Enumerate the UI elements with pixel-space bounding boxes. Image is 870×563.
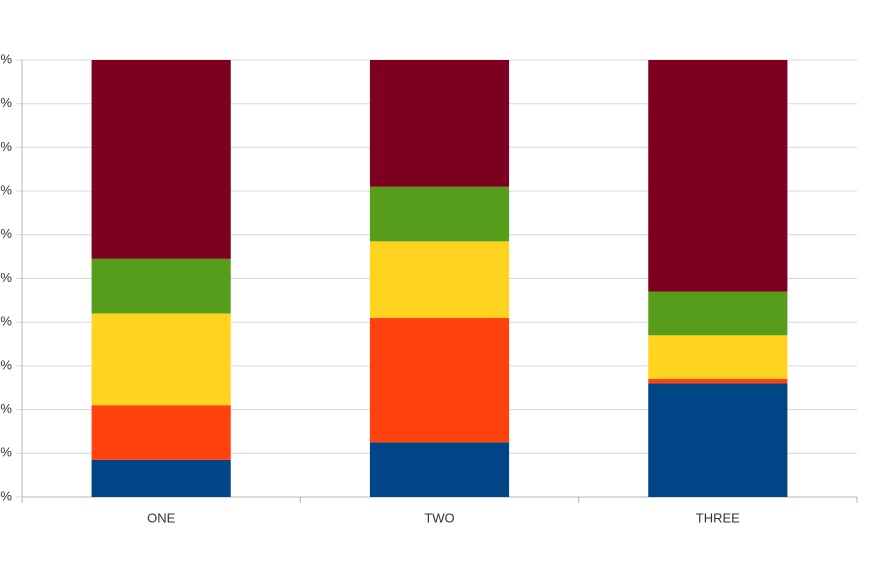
y-tick-label: 100% bbox=[0, 51, 12, 66]
bar-segment bbox=[648, 60, 788, 292]
bar-segment bbox=[369, 60, 510, 187]
bar-segment bbox=[91, 313, 231, 406]
bar-segment bbox=[648, 379, 788, 384]
x-tick-label: ONE bbox=[147, 510, 176, 525]
y-tick-label: 60% bbox=[0, 226, 12, 241]
y-tick-label: 0% bbox=[0, 488, 12, 503]
y-tick-label: 40% bbox=[0, 314, 12, 329]
bar-segment bbox=[369, 442, 510, 497]
y-tick-label: 70% bbox=[0, 183, 12, 198]
bar-segment bbox=[648, 383, 788, 497]
y-tick-label: 80% bbox=[0, 139, 12, 154]
bar-segment bbox=[91, 258, 231, 314]
y-tick-label: 10% bbox=[0, 445, 12, 460]
bar-segment bbox=[369, 241, 510, 318]
bar-segment bbox=[648, 335, 788, 380]
y-tick-label: 30% bbox=[0, 357, 12, 372]
bar-segment bbox=[91, 405, 231, 460]
bar-segment bbox=[91, 459, 231, 497]
x-tick-label: THREE bbox=[696, 510, 740, 525]
y-tick-label: 20% bbox=[0, 401, 12, 416]
bar-segment bbox=[648, 291, 788, 336]
bar-segment bbox=[91, 60, 231, 259]
y-tick-label: 90% bbox=[0, 95, 12, 110]
x-tick-label: TWO bbox=[424, 510, 454, 525]
y-tick-label: 50% bbox=[0, 270, 12, 285]
bar-segment bbox=[369, 317, 510, 443]
bar-segment bbox=[369, 186, 510, 242]
